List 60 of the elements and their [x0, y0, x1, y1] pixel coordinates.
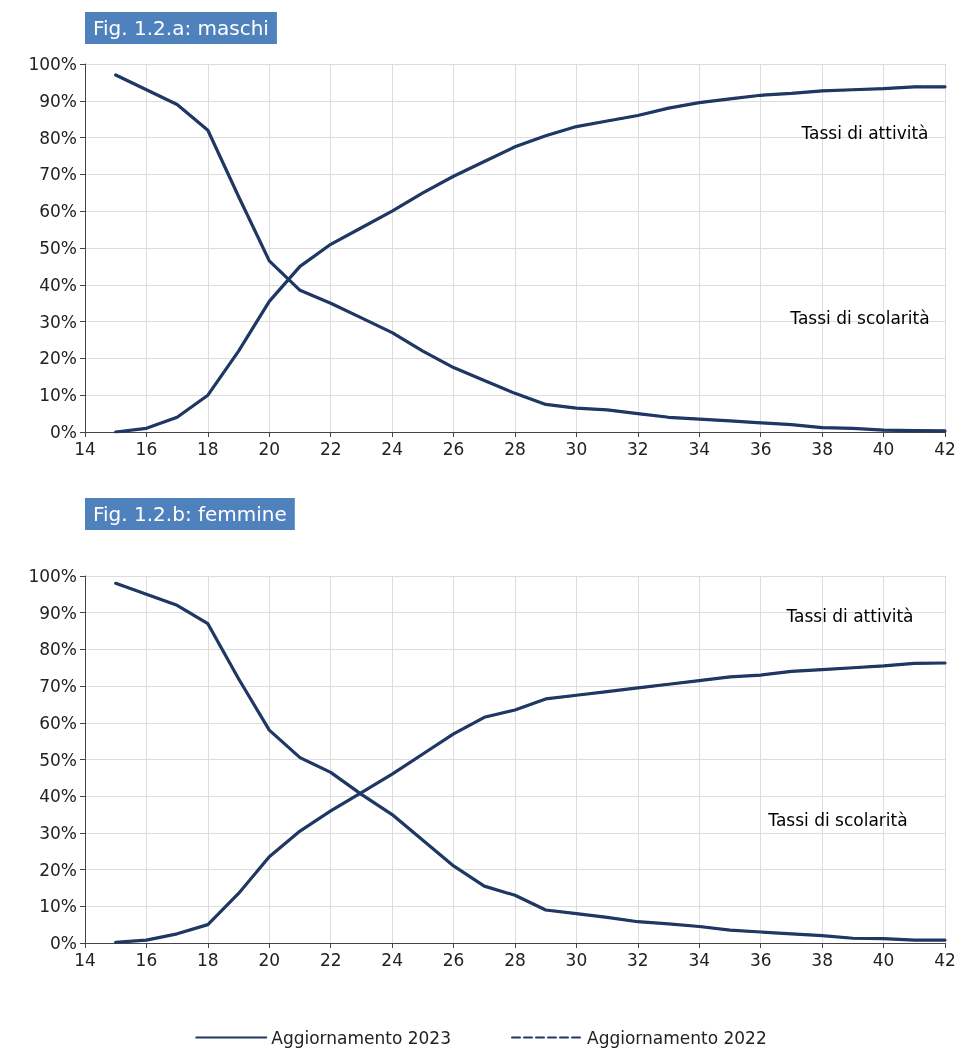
x-tick-label: 16 [135, 949, 158, 970]
x-tick-label: 34 [688, 438, 711, 459]
x-tick-label: 14 [74, 438, 96, 459]
x-tick-label: 20 [258, 438, 281, 459]
legend-label: Aggiornamento 2022 [587, 1027, 767, 1048]
y-tick-label: 90% [39, 602, 77, 623]
y-tick-label: 30% [39, 311, 77, 332]
x-tick-label: 26 [442, 438, 465, 459]
y-tick-label: 70% [39, 164, 77, 185]
x-tick-label: 18 [197, 438, 219, 459]
x-tick-label: 38 [811, 438, 833, 459]
y-tick-label: 80% [39, 127, 77, 148]
x-tick-label: 30 [565, 949, 588, 970]
x-tick-label: 42 [934, 438, 956, 459]
y-tick-label: 20% [39, 348, 77, 369]
annotation: Tassi di attività [800, 123, 929, 143]
x-tick-label: 38 [811, 949, 833, 970]
y-tick-label: 50% [39, 749, 77, 770]
x-tick-label: 32 [627, 949, 649, 970]
x-tick-label: 32 [627, 438, 649, 459]
x-tick-label: 16 [135, 438, 158, 459]
x-tick-label: 34 [688, 949, 711, 970]
annotation: Tassi di attività [785, 606, 914, 626]
y-tick-label: 100% [28, 54, 77, 74]
y-tick-label: 10% [39, 385, 77, 406]
x-tick-label: 36 [749, 438, 772, 459]
x-tick-label: 22 [319, 438, 342, 459]
annotation: Tassi di scolarità [789, 308, 930, 328]
y-tick-label: 0% [50, 422, 77, 442]
y-tick-label: 60% [39, 201, 77, 222]
x-tick-label: 20 [258, 949, 281, 970]
x-tick-label: 18 [197, 949, 219, 970]
x-tick-label: 22 [319, 949, 342, 970]
legend-label: Aggiornamento 2023 [271, 1027, 451, 1048]
y-tick-label: 40% [39, 786, 77, 807]
x-tick-label: 36 [749, 949, 772, 970]
y-tick-label: 70% [39, 676, 77, 697]
x-tick-label: 24 [381, 438, 403, 459]
annotation: Tassi di scolarità [767, 810, 908, 830]
chart-title: Fig. 1.2.b: femmine [93, 502, 287, 526]
y-tick-label: 40% [39, 274, 77, 295]
x-tick-label: 42 [934, 949, 956, 970]
y-tick-label: 90% [39, 90, 77, 111]
y-tick-label: 20% [39, 859, 77, 880]
x-tick-label: 28 [504, 949, 526, 970]
y-tick-label: 100% [28, 566, 77, 586]
y-tick-label: 50% [39, 238, 77, 258]
y-tick-label: 10% [39, 896, 77, 917]
y-tick-label: 80% [39, 639, 77, 660]
x-tick-label: 14 [74, 949, 96, 970]
x-tick-label: 26 [442, 949, 465, 970]
y-tick-label: 30% [39, 822, 77, 843]
x-tick-label: 40 [872, 949, 895, 970]
x-tick-label: 24 [381, 949, 403, 970]
y-tick-label: 60% [39, 712, 77, 733]
x-tick-label: 30 [565, 438, 588, 459]
x-tick-label: 28 [504, 438, 526, 459]
x-tick-label: 40 [872, 438, 895, 459]
y-tick-label: 0% [50, 933, 77, 953]
chart-title: Fig. 1.2.a: maschi [93, 16, 269, 40]
